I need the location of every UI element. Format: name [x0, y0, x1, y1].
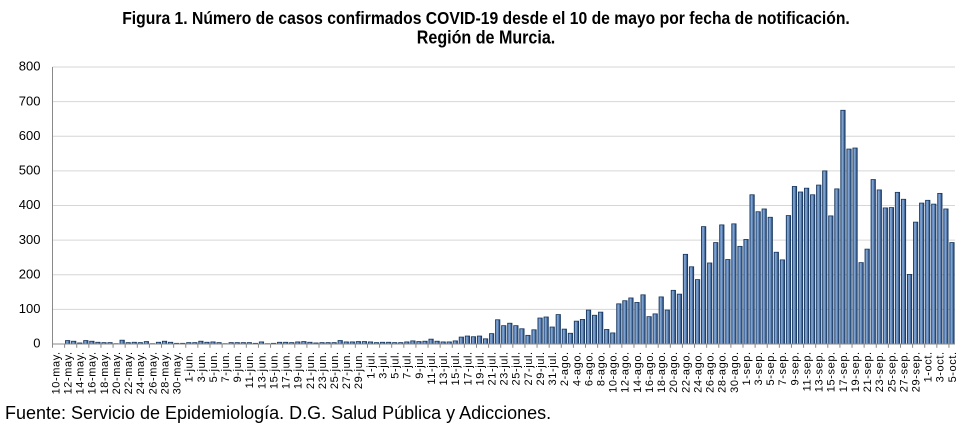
svg-text:25-jul.: 25-jul.	[511, 351, 523, 385]
svg-text:19-jun.: 19-jun.	[293, 351, 305, 389]
svg-text:24-may.: 24-may.	[135, 351, 147, 394]
svg-text:8-ago.: 8-ago.	[596, 351, 608, 386]
svg-text:300: 300	[19, 232, 41, 247]
svg-text:9-sep.: 9-sep.	[789, 351, 801, 385]
svg-text:0: 0	[33, 336, 40, 351]
svg-text:3-jun.: 3-jun.	[196, 351, 208, 382]
svg-text:9-jun.: 9-jun.	[232, 351, 244, 382]
svg-text:7-jul.: 7-jul.	[402, 351, 414, 378]
svg-text:30-may.: 30-may.	[172, 351, 184, 394]
svg-text:7-sep.: 7-sep.	[777, 351, 789, 385]
svg-text:700: 700	[19, 93, 41, 108]
svg-text:17-jun.: 17-jun.	[281, 351, 293, 389]
svg-text:15-jul.: 15-jul.	[450, 351, 462, 385]
svg-text:23-sep.: 23-sep.	[874, 351, 886, 392]
svg-text:22-may.: 22-may.	[123, 351, 135, 394]
svg-text:25-jun.: 25-jun.	[329, 351, 341, 389]
svg-text:28-ago.: 28-ago.	[717, 351, 729, 393]
svg-text:21-jul.: 21-jul.	[486, 351, 498, 385]
svg-text:7-jun.: 7-jun.	[220, 351, 232, 382]
svg-text:15-sep.: 15-sep.	[826, 351, 838, 392]
svg-text:21-sep.: 21-sep.	[862, 351, 874, 392]
svg-text:19-jul.: 19-jul.	[474, 351, 486, 385]
svg-text:28-may.: 28-may.	[159, 351, 171, 394]
svg-text:9-jul.: 9-jul.	[414, 351, 426, 378]
svg-text:30-ago.: 30-ago.	[729, 351, 741, 393]
svg-text:5-jul.: 5-jul.	[390, 351, 402, 378]
svg-text:1-sep.: 1-sep.	[741, 351, 753, 385]
svg-text:400: 400	[19, 197, 41, 212]
svg-text:1-jun.: 1-jun.	[184, 351, 196, 382]
svg-text:5-oct.: 5-oct.	[947, 351, 959, 382]
svg-text:Figura 1. Número de casos conf: Figura 1. Número de casos confirmados CO…	[122, 8, 850, 28]
svg-text:500: 500	[19, 163, 41, 178]
svg-text:5-sep.: 5-sep.	[765, 351, 777, 385]
svg-text:26-may.: 26-may.	[147, 351, 159, 394]
svg-text:Fuente: Servicio de Epidemiolo: Fuente: Servicio de Epidemiología. D.G. …	[5, 402, 551, 423]
svg-text:17-jul.: 17-jul.	[462, 351, 474, 385]
svg-text:27-sep.: 27-sep.	[898, 351, 910, 392]
svg-text:100: 100	[19, 301, 41, 316]
svg-text:1-jul.: 1-jul.	[365, 351, 377, 378]
svg-text:13-jul.: 13-jul.	[438, 351, 450, 385]
svg-text:16-ago.: 16-ago.	[644, 351, 656, 393]
svg-text:21-jun.: 21-jun.	[305, 351, 317, 389]
svg-text:800: 800	[19, 59, 41, 74]
svg-text:29-jul.: 29-jul.	[535, 351, 547, 385]
svg-text:2-ago.: 2-ago.	[559, 351, 571, 386]
svg-text:29-jun.: 29-jun.	[353, 351, 365, 389]
svg-text:12-ago.: 12-ago.	[620, 351, 632, 393]
svg-text:17-sep.: 17-sep.	[838, 351, 850, 392]
svg-text:23-jul.: 23-jul.	[499, 351, 511, 385]
svg-text:13-sep.: 13-sep.	[814, 351, 826, 392]
svg-text:27-jul.: 27-jul.	[523, 351, 535, 385]
svg-text:5-jun.: 5-jun.	[208, 351, 220, 382]
svg-text:10-ago.: 10-ago.	[608, 351, 620, 393]
svg-text:26-ago.: 26-ago.	[705, 351, 717, 393]
svg-text:Región de Murcia.: Región de Murcia.	[417, 26, 555, 47]
svg-text:3-oct.: 3-oct.	[935, 351, 947, 382]
svg-text:3-sep.: 3-sep.	[753, 351, 765, 385]
svg-text:4-ago.: 4-ago.	[571, 351, 583, 386]
svg-text:18-may.: 18-may.	[99, 351, 111, 394]
svg-text:20-may.: 20-may.	[111, 351, 123, 394]
svg-text:25-sep.: 25-sep.	[886, 351, 898, 392]
svg-text:27-jun.: 27-jun.	[341, 351, 353, 389]
svg-text:10-may.: 10-may.	[50, 351, 62, 394]
svg-text:3-jul.: 3-jul.	[377, 351, 389, 378]
svg-text:18-ago.: 18-ago.	[656, 351, 668, 393]
svg-text:19-sep.: 19-sep.	[850, 351, 862, 392]
svg-text:11-jun.: 11-jun.	[244, 351, 256, 388]
svg-text:29-sep.: 29-sep.	[910, 351, 922, 392]
svg-text:14-may.: 14-may.	[75, 351, 87, 394]
svg-text:200: 200	[19, 266, 41, 281]
svg-text:24-ago.: 24-ago.	[692, 351, 704, 393]
svg-text:11-sep.: 11-sep.	[801, 351, 813, 391]
svg-text:22-ago.: 22-ago.	[680, 351, 692, 393]
svg-text:14-ago.: 14-ago.	[632, 351, 644, 393]
svg-text:1-oct.: 1-oct.	[923, 351, 935, 382]
svg-text:12-may.: 12-may.	[62, 351, 74, 394]
svg-text:600: 600	[19, 128, 41, 143]
svg-text:11-jul.: 11-jul.	[426, 351, 438, 384]
svg-text:16-may.: 16-may.	[87, 351, 99, 394]
svg-text:6-ago.: 6-ago.	[583, 351, 595, 386]
svg-text:23-jun.: 23-jun.	[317, 351, 329, 389]
svg-text:20-ago.: 20-ago.	[668, 351, 680, 393]
svg-text:13-jun.: 13-jun.	[256, 351, 268, 389]
svg-text:15-jun.: 15-jun.	[268, 351, 280, 389]
svg-text:31-jul.: 31-jul.	[547, 351, 559, 385]
